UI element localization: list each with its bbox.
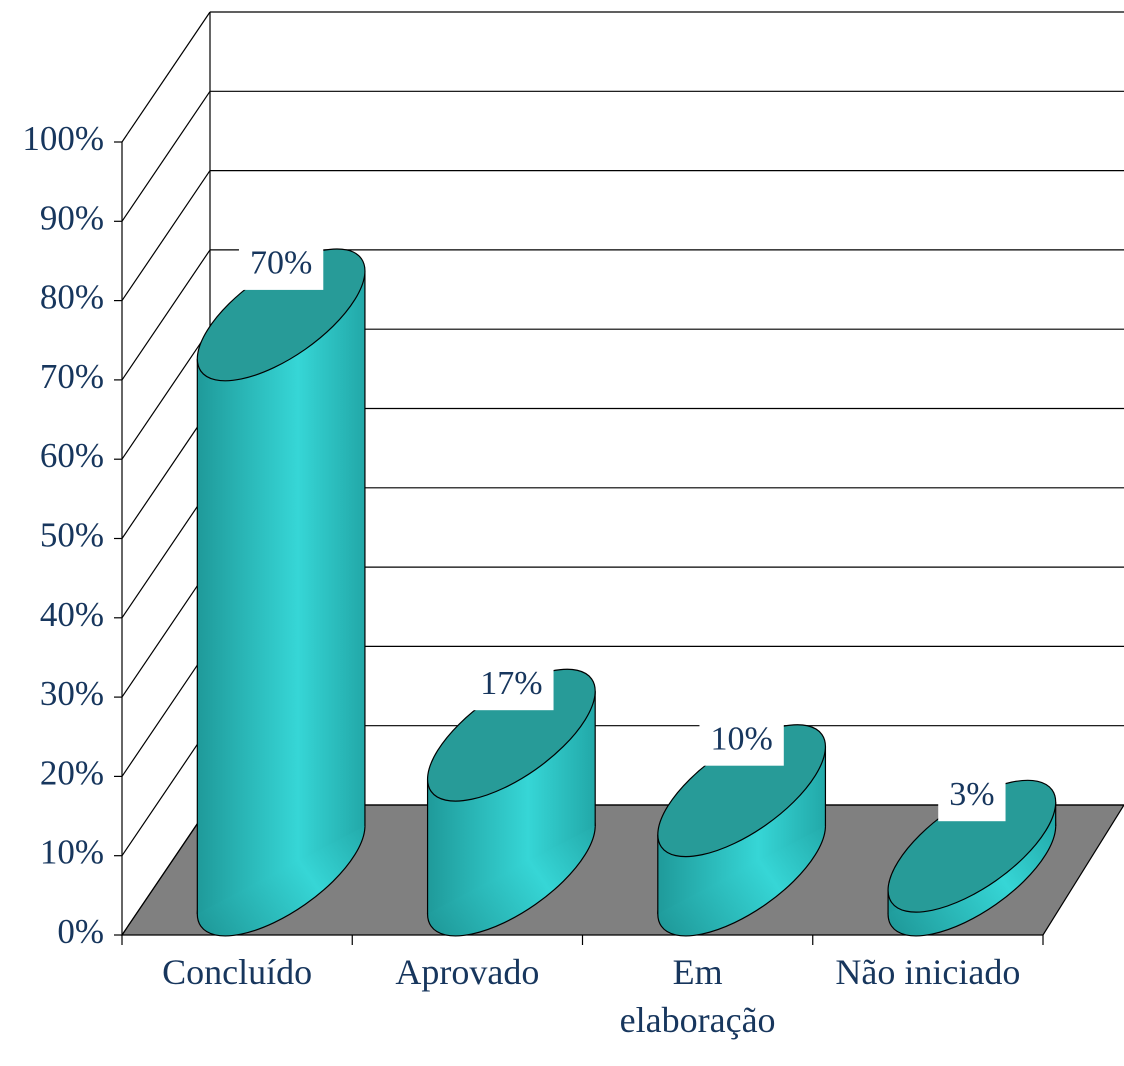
side-grid-line: [121, 408, 211, 539]
value-label-bg: [699, 715, 784, 766]
x-tick-label: Concluído: [162, 952, 313, 992]
x-tick-label: Em elaboração: [619, 952, 776, 1040]
side-grid-line: [121, 11, 211, 143]
cylinder-body: [197, 270, 365, 914]
side-grid-line: [121, 566, 211, 698]
side-grid-line: [121, 725, 211, 857]
y-tick-label: 0%: [57, 912, 104, 951]
y-tick-label: 90%: [40, 198, 104, 237]
value-label-box: 10%: [699, 715, 784, 766]
y-tick-label: 20%: [40, 753, 104, 792]
value-label: 3%: [949, 776, 994, 813]
side-grid-line: [121, 249, 211, 381]
value-label-bg: [238, 239, 324, 290]
side-grid-line: [121, 170, 211, 301]
cylinder: 70%: [196, 239, 366, 937]
value-label-box: 17%: [469, 660, 554, 711]
value-label-box: 3%: [938, 771, 1006, 822]
y-tick-label: 10%: [40, 833, 104, 872]
value-label: 70%: [250, 245, 312, 282]
y-tick-label: 40%: [40, 595, 104, 634]
value-label-bg: [938, 771, 1006, 822]
side-grid-line: [121, 90, 211, 222]
value-label: 17%: [480, 665, 542, 702]
side-grid-line: [121, 487, 211, 619]
y-tick-label: 70%: [40, 357, 104, 396]
x-tick-label: Não iniciado: [835, 952, 1021, 992]
x-tick-label: Aprovado: [395, 952, 540, 992]
value-label-box: 70%: [238, 239, 324, 290]
walls: 0% 10% 20% 30% 40% 50% 60% 70% 80% 90% 100%: [22, 11, 1124, 951]
cylinder: 17%: [426, 660, 596, 937]
bars: 70% 17% 10% 3%: [196, 239, 1057, 937]
side-grid-line: [121, 646, 211, 777]
y-tick-label: 60%: [40, 436, 104, 475]
y-tick-label: 30%: [40, 674, 104, 713]
side-grid-line: [121, 804, 211, 936]
y-tick-label: 50%: [40, 516, 104, 555]
cylinder: 3%: [887, 771, 1057, 937]
cylinder: 10%: [657, 715, 827, 937]
side-grid-line: [121, 328, 211, 460]
value-label: 10%: [710, 720, 772, 757]
y-tick-label: 80%: [40, 278, 104, 317]
y-tick-label: 100%: [22, 119, 104, 158]
value-label-bg: [469, 660, 554, 711]
